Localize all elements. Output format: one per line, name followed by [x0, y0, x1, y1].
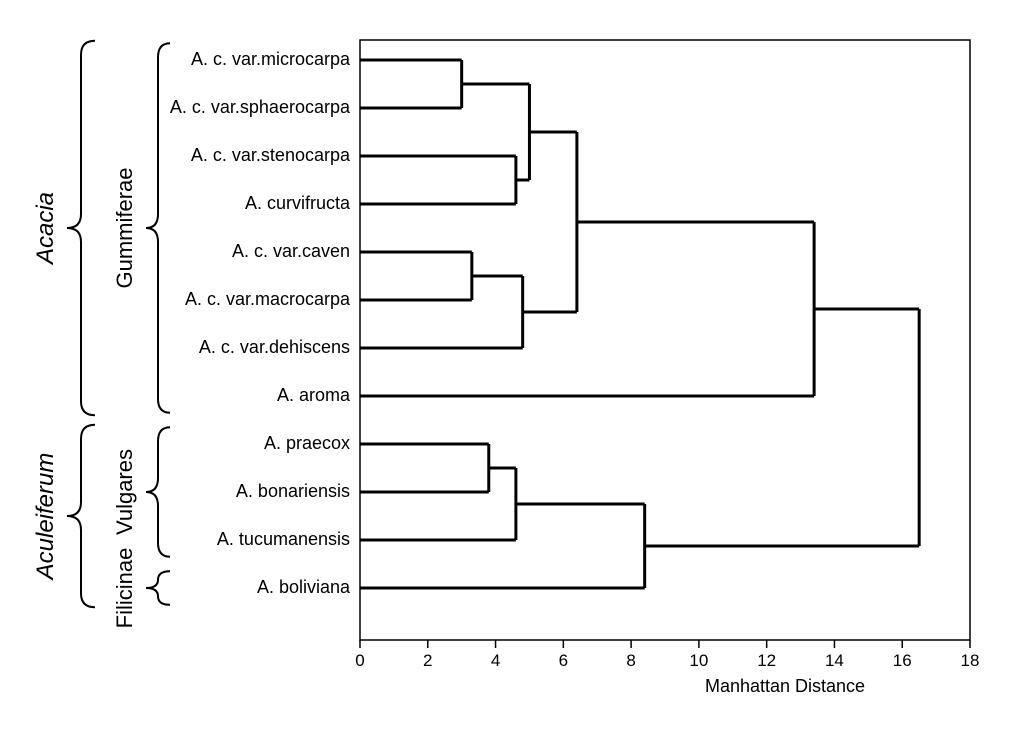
x-tick-label: 8: [626, 651, 635, 670]
x-tick-label: 10: [689, 651, 708, 670]
taxon-label: A. aroma: [277, 385, 351, 405]
taxon-label: A. c. var.sphaerocarpa: [170, 97, 351, 117]
dendrogram-figure: 0 2 4 6 8 10 12 14 16 18 Manhattan Distance A. c. v…: [0, 0, 1024, 730]
section-brace: [146, 571, 170, 605]
section-label: Gummiferae: [112, 167, 137, 288]
section-label: Vulgares: [112, 449, 137, 535]
x-tick-label: 16: [893, 651, 912, 670]
x-tick-label: 4: [491, 651, 500, 670]
x-tick-label: 6: [559, 651, 568, 670]
genus-brace: [67, 425, 95, 607]
genus-label: Aculeiferum: [32, 453, 59, 582]
section-brace: [146, 43, 170, 413]
section-label: Filicinae: [112, 548, 137, 629]
taxon-label: A. tucumanensis: [217, 529, 350, 549]
taxon-label: A. bonariensis: [236, 481, 350, 501]
x-tick-label: 2: [423, 651, 432, 670]
taxon-label: A. c. var.microcarpa: [191, 49, 351, 69]
x-tick-label: 12: [757, 651, 776, 670]
plot-frame: [360, 40, 970, 640]
x-axis-label: Manhattan Distance: [705, 676, 865, 696]
x-tick-label: 14: [825, 651, 844, 670]
taxon-label: A. c. var.dehiscens: [199, 337, 350, 357]
dendrogram-svg: 0 2 4 6 8 10 12 14 16 18 Manhattan Distance A. c. v…: [0, 0, 1024, 730]
taxon-label: A. curvifructa: [245, 193, 351, 213]
taxon-label: A. boliviana: [257, 577, 351, 597]
taxon-label: A. praecox: [264, 433, 350, 453]
taxon-label: A. c. var.stenocarpa: [191, 145, 351, 165]
x-tick-label: 0: [355, 651, 364, 670]
section-brace: [146, 427, 170, 557]
taxon-label: A. c. var.caven: [232, 241, 350, 261]
taxon-label: A. c. var.macrocarpa: [185, 289, 351, 309]
genus-label: Acacia: [32, 192, 59, 266]
genus-brace: [67, 41, 95, 415]
x-tick-label: 18: [961, 651, 980, 670]
